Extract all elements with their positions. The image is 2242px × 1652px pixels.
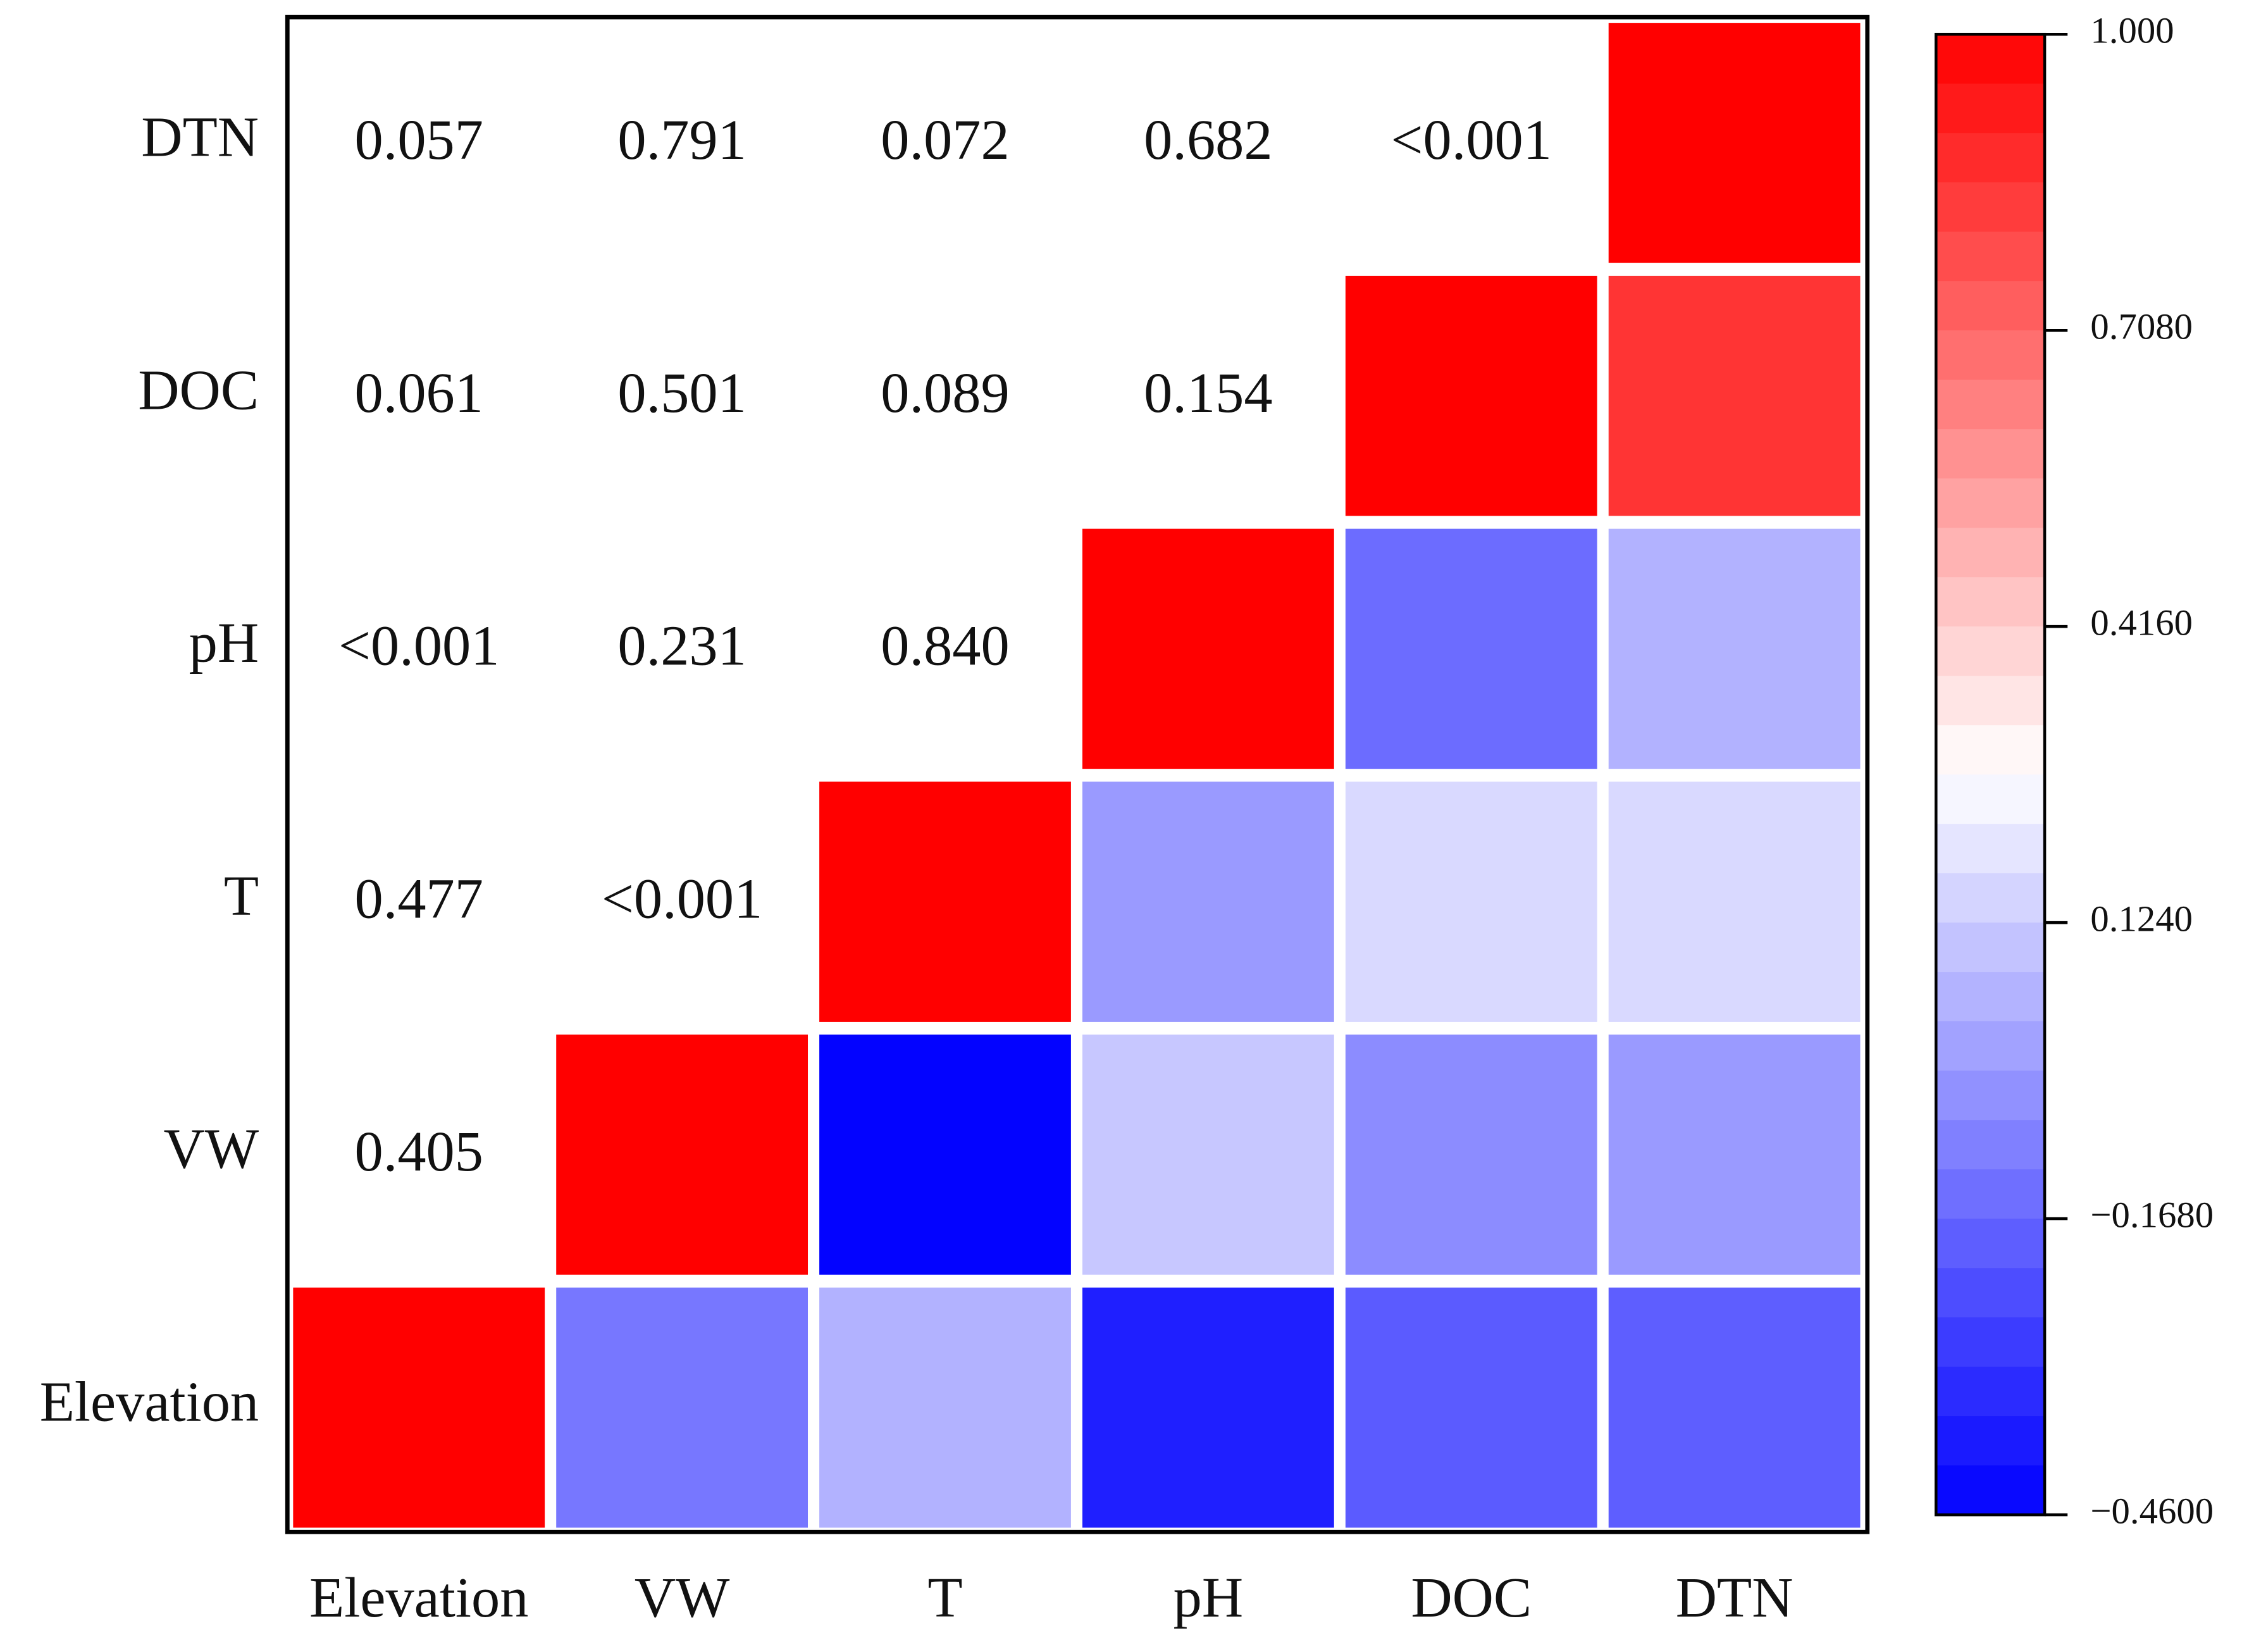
p-value-label: 0.682 [1144, 108, 1272, 171]
colorbar-step [1936, 380, 2045, 430]
colorbar-step [1936, 1367, 2045, 1417]
colorbar-step [1936, 873, 2045, 924]
heatmap-cell [556, 1288, 808, 1528]
colorbar-step [1936, 84, 2045, 134]
colorbar-step [1936, 330, 2045, 381]
colorbar-step [1936, 824, 2045, 874]
colorbar-step [1936, 429, 2045, 480]
colorbar-tick-label: 1.000 [2090, 10, 2174, 51]
p-value-label: <0.001 [602, 866, 762, 930]
colorbar-step [1936, 1120, 2045, 1171]
colorbar-step [1936, 1317, 2045, 1368]
colorbar-step [1936, 34, 2045, 85]
x-tick-label: Elevation [309, 1565, 528, 1629]
y-tick-label: VW [163, 1117, 259, 1181]
p-value-label: 0.477 [355, 866, 483, 930]
p-value-label: <0.001 [338, 614, 499, 678]
p-value-label: 0.057 [355, 108, 483, 171]
p-value-label: 0.061 [355, 361, 483, 425]
colorbar-step [1936, 626, 2045, 677]
heatmap-cell [1345, 781, 1597, 1022]
heatmap-cell [1608, 1288, 1861, 1528]
heatmap-cell [1345, 1288, 1597, 1528]
colorbar-step [1936, 133, 2045, 183]
heatmap-cell [1082, 781, 1334, 1022]
colorbar-step [1936, 1465, 2045, 1516]
colorbar-step [1936, 1071, 2045, 1121]
colorbar-step [1936, 774, 2045, 825]
x-tick-label: DTN [1676, 1565, 1793, 1629]
p-value-label: <0.001 [1391, 108, 1552, 171]
colorbar-tick-label: −0.4600 [2090, 1491, 2214, 1532]
heatmap-cell [1082, 528, 1334, 769]
colorbar-step [1936, 1416, 2045, 1467]
heatmap-cell [819, 1034, 1071, 1275]
p-value-label: 0.501 [617, 361, 746, 425]
y-tick-label: Elevation [40, 1370, 259, 1434]
p-value-label: 0.154 [1144, 361, 1272, 425]
p-value-label: 0.405 [355, 1119, 483, 1183]
heatmap-cell [1608, 275, 1861, 516]
heatmap-cell [819, 1288, 1071, 1528]
colorbar-step [1936, 1219, 2045, 1269]
colorbar-step [1936, 1021, 2045, 1072]
p-value-label: 0.791 [617, 108, 746, 171]
heatmap-cell [1608, 23, 1861, 263]
colorbar-step [1936, 281, 2045, 332]
colorbar-step [1936, 922, 2045, 973]
colorbar-step [1936, 528, 2045, 578]
y-tick-label: DOC [138, 357, 259, 421]
heatmap-cell [1082, 1288, 1334, 1528]
heatmap-cell [556, 1034, 808, 1275]
p-value-label: 0.840 [881, 614, 1009, 678]
colorbar-step [1936, 1169, 2045, 1220]
heatmap-cell [1608, 1034, 1861, 1275]
heatmap-cell [1345, 528, 1597, 769]
colorbar-tick-label: 0.4160 [2090, 602, 2193, 643]
heatmap-cell [1082, 1034, 1334, 1275]
heatmap-cell [1608, 781, 1861, 1022]
p-value-label: 0.089 [881, 361, 1009, 425]
y-tick-label: pH [189, 611, 259, 674]
p-value-label: 0.072 [881, 108, 1009, 171]
colorbar-tick-label: 0.7080 [2090, 306, 2193, 347]
colorbar-step [1936, 725, 2045, 776]
colorbar-tick-label: −0.1680 [2090, 1195, 2214, 1236]
heatmap-cell [1345, 275, 1597, 516]
colorbar-step [1936, 577, 2045, 628]
heatmap-cell [1608, 528, 1861, 769]
heatmap-cell [819, 781, 1071, 1022]
colorbar-frame [1935, 32, 2047, 1517]
colorbar-step [1936, 182, 2045, 233]
plot-frame [285, 15, 1870, 1534]
p-value-label: 0.231 [617, 614, 746, 678]
y-tick-label: DTN [141, 105, 259, 169]
x-tick-label: T [927, 1565, 962, 1629]
colorbar-step [1936, 478, 2045, 529]
colorbar-step [1936, 676, 2045, 726]
x-tick-label: VW [635, 1565, 730, 1629]
x-tick-label: DOC [1411, 1565, 1532, 1629]
heatmap-cell [293, 1288, 545, 1528]
colorbar-step [1936, 232, 2045, 282]
colorbar-step [1936, 972, 2045, 1022]
colorbar-step [1936, 1268, 2045, 1319]
x-tick-label: pH [1174, 1565, 1243, 1629]
colorbar-tick-label: 0.1240 [2090, 898, 2193, 940]
y-tick-label: T [224, 864, 259, 928]
heatmap-cell [1345, 1034, 1597, 1275]
